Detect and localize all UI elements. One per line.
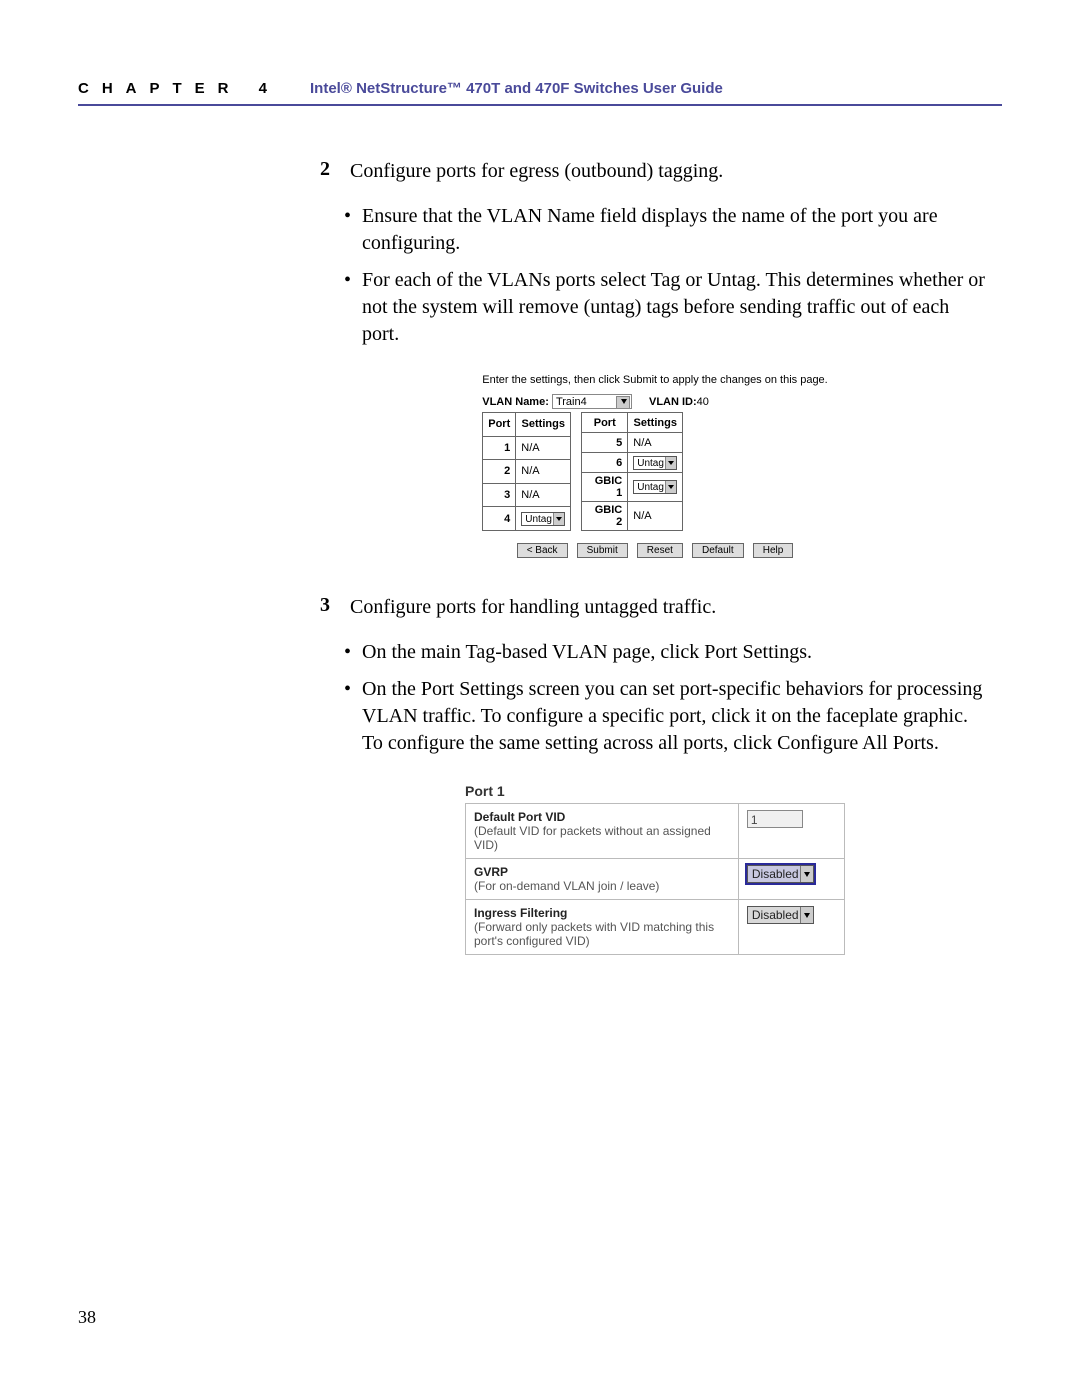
port-cell: 6 [582, 453, 628, 473]
label-cell: Default Port VID (Default VID for packet… [466, 804, 739, 859]
step-2: 2 Configure ports for egress (outbound) … [320, 158, 990, 348]
ingress-filtering-select[interactable]: Disabled [747, 906, 814, 924]
settings-cell[interactable]: Untag [516, 507, 571, 531]
settings-cell: N/A [628, 433, 683, 453]
chevron-down-icon [668, 461, 674, 465]
table-row: 2N/A [483, 460, 571, 484]
input-cell: Disabled [738, 859, 844, 900]
label-cell: GVRP (For on-demand VLAN join / leave) [466, 859, 739, 900]
button-row: < Back Submit Reset Default Help [482, 543, 828, 558]
default-vid-input[interactable]: 1 [747, 810, 803, 828]
port-tables: Port Settings 1N/A 2N/A 3N/A 4Untag Port… [482, 412, 828, 531]
bullet-item: Ensure that the VLAN Name field displays… [362, 203, 990, 257]
col-settings: Settings [628, 413, 683, 433]
gvrp-select[interactable]: Disabled [747, 865, 814, 883]
chevron-down-icon [804, 872, 810, 877]
table-row: GBIC 1 Untag [582, 473, 683, 502]
port-cell: GBIC 2 [582, 502, 628, 531]
row-head: Default Port VID [474, 810, 565, 824]
table-row: GBIC 2N/A [582, 502, 683, 531]
table-row: Ingress Filtering (Forward only packets … [466, 900, 845, 955]
vlan-name-select[interactable]: Train4 [552, 394, 632, 409]
figure-1-caption: Enter the settings, then click Submit to… [482, 374, 828, 386]
vlan-name-label: VLAN Name: [482, 396, 549, 408]
port-cell: 5 [582, 433, 628, 453]
figure-1-wrap: Enter the settings, then click Submit to… [320, 374, 990, 558]
input-cell: Disabled [738, 900, 844, 955]
table-row: 4 Untag [483, 507, 571, 531]
settings-cell: N/A [628, 502, 683, 531]
port-cell: GBIC 1 [582, 473, 628, 502]
step-3: 3 Configure ports for handling untagged … [320, 594, 990, 757]
table-row: 1N/A [483, 436, 571, 460]
settings-cell[interactable]: Untag [628, 473, 683, 502]
port-cell: 4 [483, 507, 516, 531]
settings-cell: N/A [516, 483, 571, 507]
settings-cell: N/A [516, 460, 571, 484]
reset-button[interactable]: Reset [637, 543, 683, 558]
row-head: GVRP [474, 865, 508, 879]
bullet-item: On the Port Settings screen you can set … [362, 676, 990, 757]
chevron-down-icon [621, 399, 627, 404]
default-button[interactable]: Default [692, 543, 744, 558]
chevron-down-icon [556, 517, 562, 521]
step-text: Configure ports for egress (outbound) ta… [350, 158, 990, 185]
table-row: Default Port VID (Default VID for packet… [466, 804, 845, 859]
vlan-name-value: Train4 [556, 396, 587, 408]
submit-button[interactable]: Submit [577, 543, 628, 558]
input-cell: 1 [738, 804, 844, 859]
table-row: 6 Untag [582, 453, 683, 473]
figure-1: Enter the settings, then click Submit to… [482, 374, 828, 558]
step-number: 3 [320, 594, 346, 617]
table-row: 5N/A [582, 433, 683, 453]
row-sub: (Forward only packets with VID matching … [474, 920, 714, 948]
untag-select: Untag [633, 456, 677, 470]
port-title: Port 1 [465, 783, 845, 799]
vlan-id: VLAN ID:40 [649, 396, 709, 408]
settings-cell[interactable]: Untag [628, 453, 683, 473]
label-cell: Ingress Filtering (Forward only packets … [466, 900, 739, 955]
table-row: GVRP (For on-demand VLAN join / leave) D… [466, 859, 845, 900]
port-cell: 1 [483, 436, 516, 460]
content-area: 2 Configure ports for egress (outbound) … [320, 158, 990, 991]
page-header: CHAPTER 4 Intel® NetStructure™ 470T and … [78, 80, 1002, 106]
table-row: 3N/A [483, 483, 571, 507]
chevron-down-icon [804, 913, 810, 918]
step-number: 2 [320, 158, 346, 181]
page-number: 38 [78, 1307, 96, 1328]
untag-select: Untag [521, 512, 565, 526]
step-text: Configure ports for handling untagged tr… [350, 594, 990, 621]
col-settings: Settings [516, 413, 571, 437]
row-head: Ingress Filtering [474, 906, 567, 920]
bullet-item: On the main Tag-based VLAN page, click P… [362, 639, 990, 666]
vlan-id-label: VLAN ID: [649, 396, 697, 408]
bullet-list: Ensure that the VLAN Name field displays… [320, 203, 990, 348]
port-settings-table: Default Port VID (Default VID for packet… [465, 803, 845, 955]
settings-cell: N/A [516, 436, 571, 460]
chevron-down-icon [668, 485, 674, 489]
row-sub: (Default VID for packets without an assi… [474, 824, 711, 852]
back-button[interactable]: < Back [517, 543, 568, 558]
untag-select: Untag [633, 480, 677, 494]
port-table-right: Port Settings 5N/A 6Untag GBIC 1Untag GB… [581, 412, 683, 531]
bullet-list: On the main Tag-based VLAN page, click P… [320, 639, 990, 757]
col-port: Port [582, 413, 628, 433]
vlan-id-value: 40 [697, 396, 709, 408]
figure-2-wrap: Port 1 Default Port VID (Default VID for… [320, 783, 990, 955]
guide-title: Intel® NetStructure™ 470T and 470F Switc… [310, 80, 723, 97]
row-sub: (For on-demand VLAN join / leave) [474, 879, 659, 893]
port-cell: 3 [483, 483, 516, 507]
bullet-item: For each of the VLANs ports select Tag o… [362, 267, 990, 348]
port-table-left: Port Settings 1N/A 2N/A 3N/A 4 Untag [482, 412, 571, 531]
port-cell: 2 [483, 460, 516, 484]
col-port: Port [483, 413, 516, 437]
figure-2: Port 1 Default Port VID (Default VID for… [465, 783, 845, 955]
help-button[interactable]: Help [753, 543, 794, 558]
vlan-name-row: VLAN Name: Train4 VLAN ID:40 [482, 394, 828, 409]
chapter-label: CHAPTER 4 [78, 80, 280, 97]
